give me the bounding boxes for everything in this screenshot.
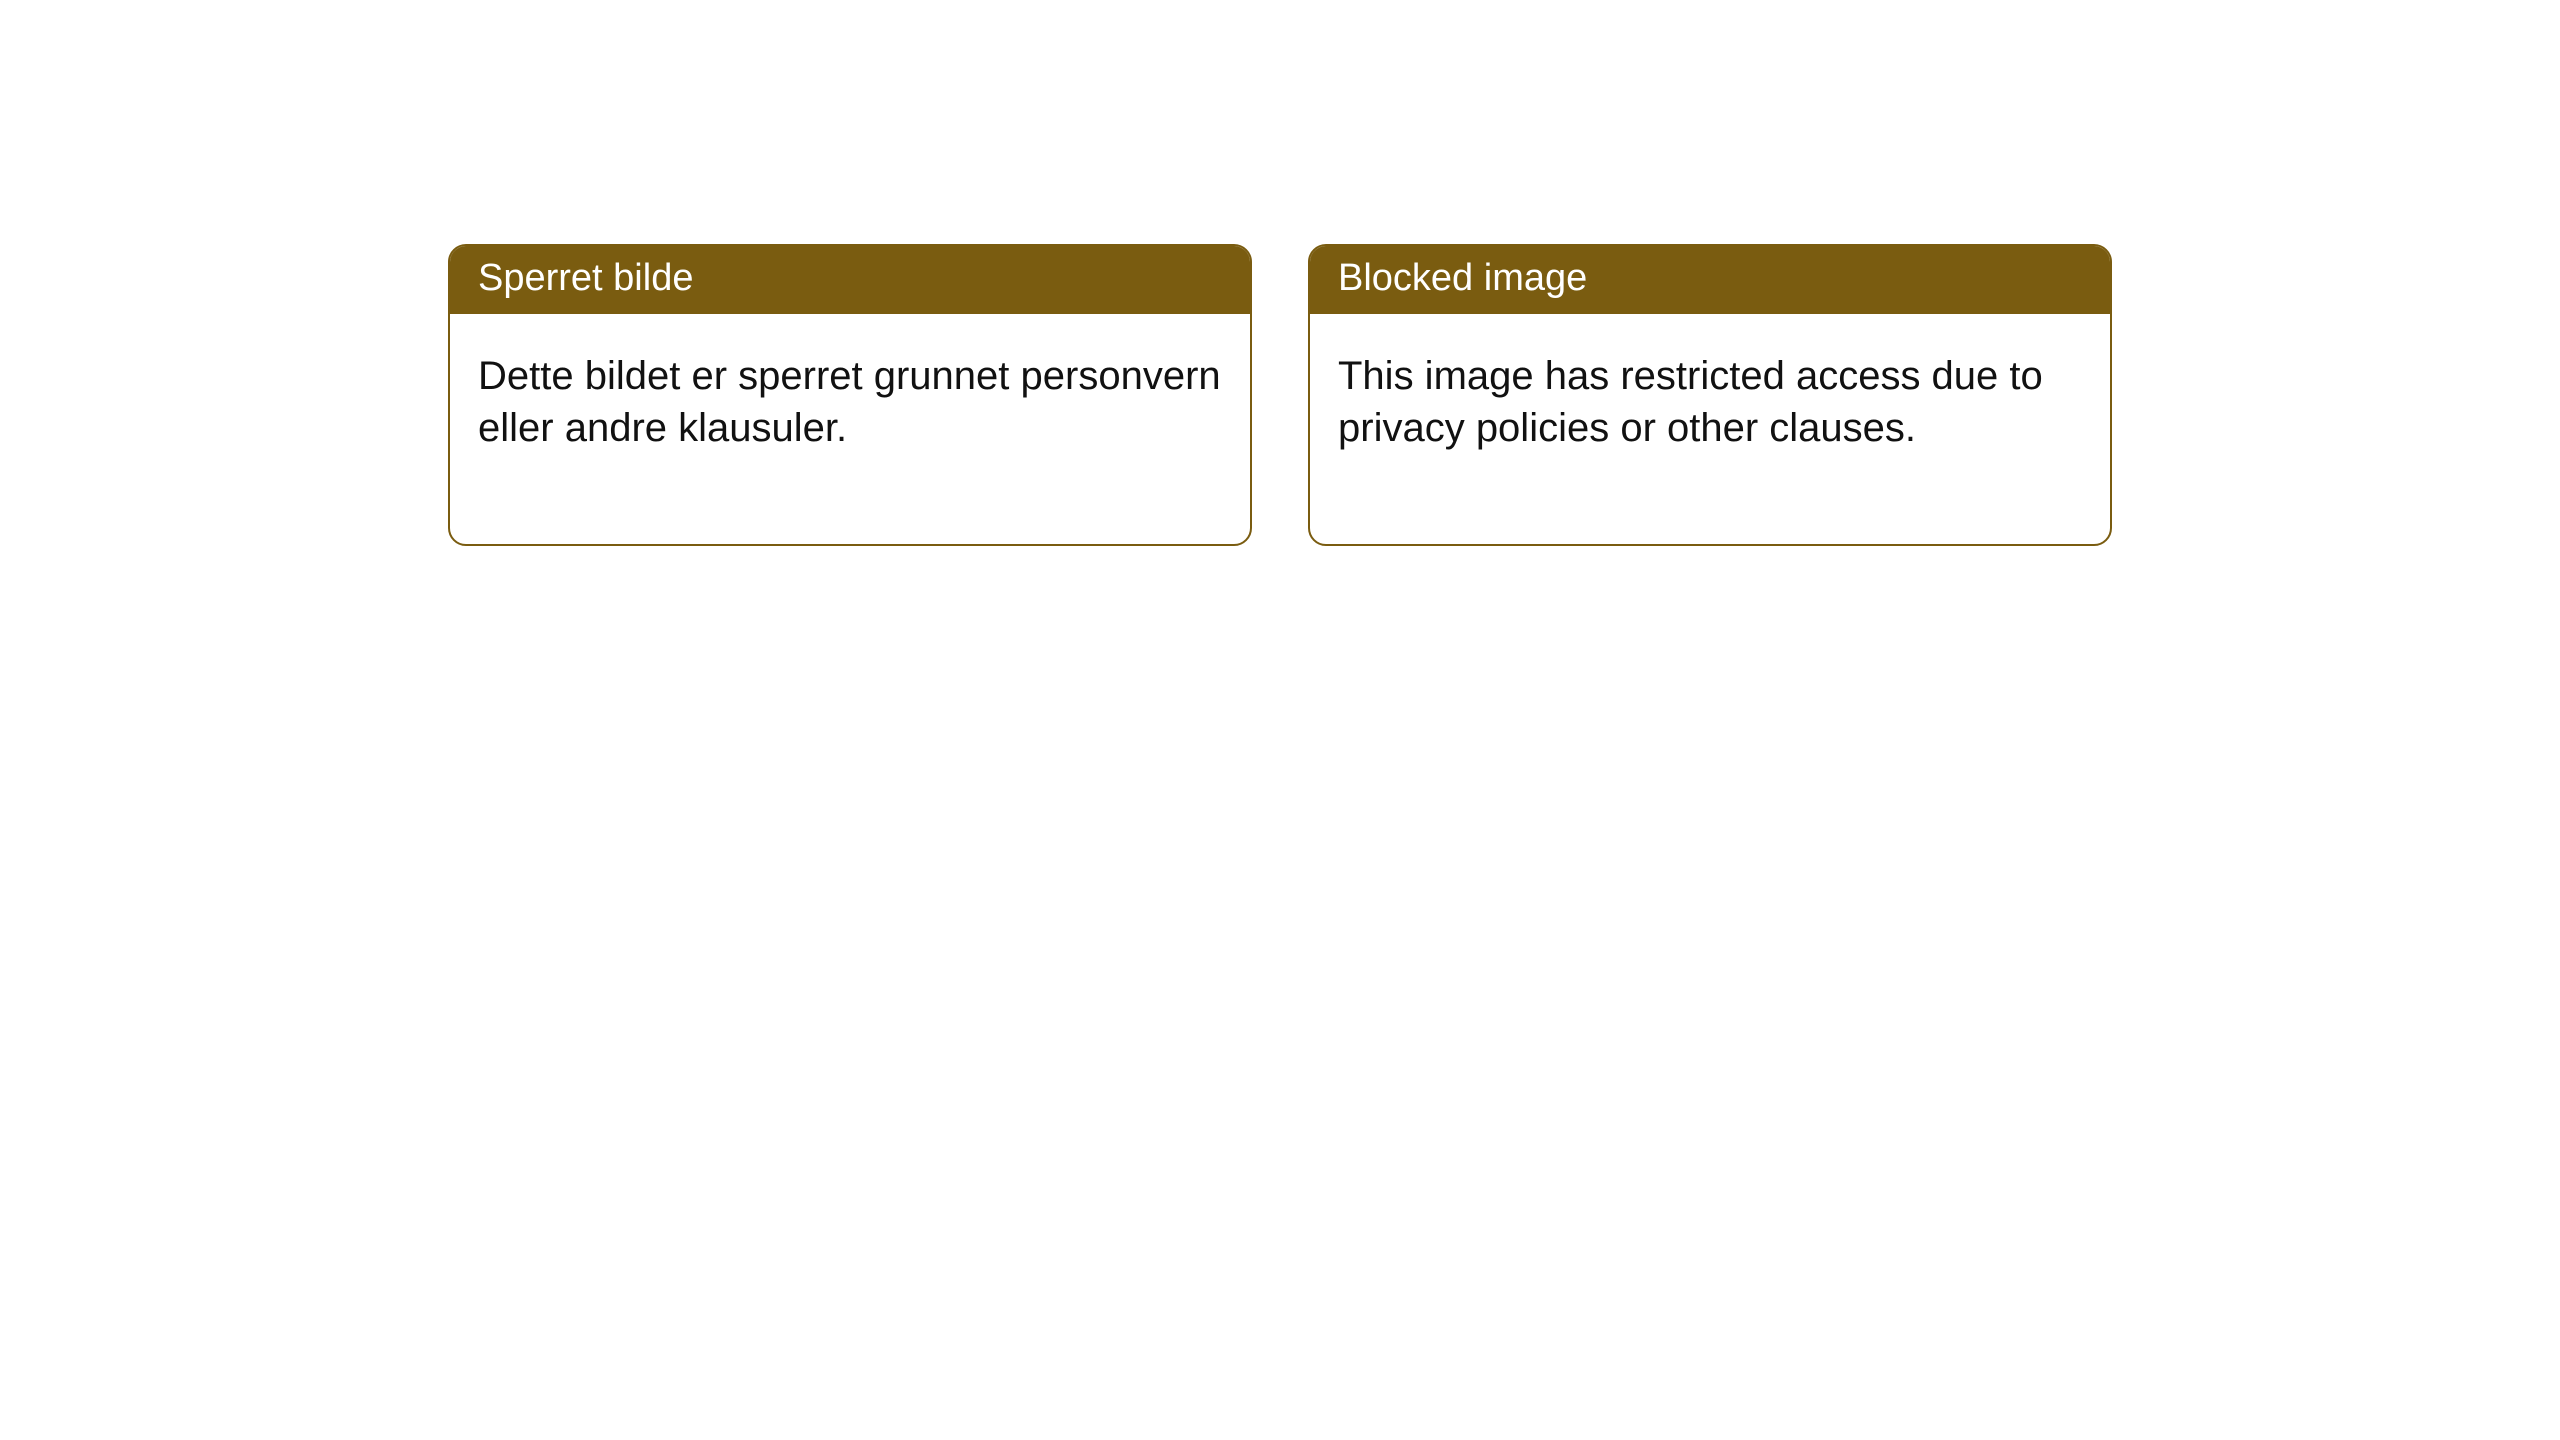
notice-box-english: Blocked image This image has restricted … <box>1308 244 2112 546</box>
notice-header-english: Blocked image <box>1310 246 2110 314</box>
notice-body-norwegian: Dette bildet er sperret grunnet personve… <box>450 314 1250 544</box>
notice-container: Sperret bilde Dette bildet er sperret gr… <box>0 0 2560 546</box>
notice-header-norwegian: Sperret bilde <box>450 246 1250 314</box>
notice-body-english: This image has restricted access due to … <box>1310 314 2110 544</box>
notice-box-norwegian: Sperret bilde Dette bildet er sperret gr… <box>448 244 1252 546</box>
